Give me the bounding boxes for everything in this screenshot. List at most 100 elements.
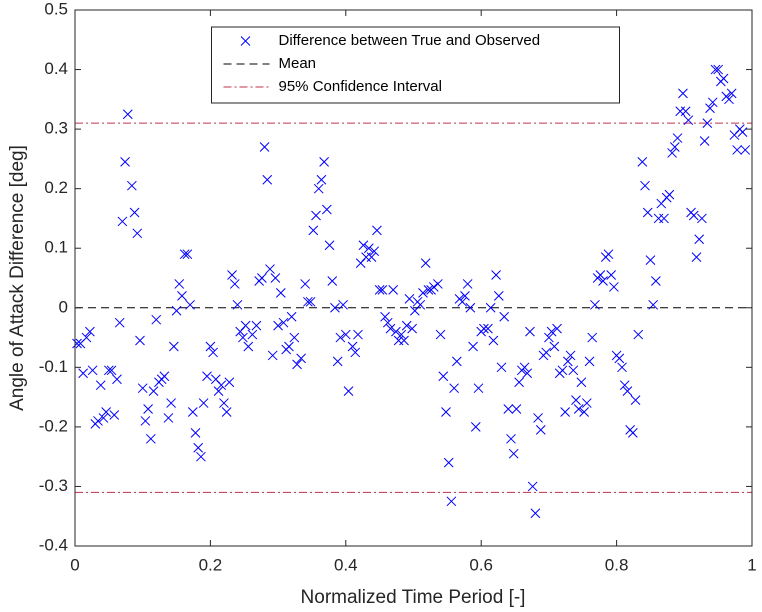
data-point: [321, 204, 332, 215]
data-point: [335, 332, 346, 343]
data-point: [724, 94, 734, 105]
y-tick-label: -0.2: [39, 416, 68, 435]
data-point: [565, 350, 576, 361]
axes-box: [74, 9, 753, 547]
data-point: [672, 133, 683, 143]
data-point: [202, 371, 212, 382]
data-point: [415, 299, 426, 310]
data-point: [533, 413, 543, 423]
data-point: [72, 338, 82, 349]
data-point: [358, 240, 369, 251]
data-point: [313, 183, 324, 194]
data-point: [640, 180, 650, 191]
data-point: [651, 276, 661, 286]
data-point: [667, 148, 677, 158]
data-point: [340, 329, 351, 340]
data-point: [353, 329, 363, 340]
data-point: [251, 320, 262, 331]
data-point: [493, 291, 504, 301]
data-point: [617, 362, 627, 373]
data-point: [205, 341, 216, 352]
x-tick-label: 0.6: [469, 555, 493, 574]
data-point: [286, 311, 297, 322]
data-point: [174, 279, 185, 289]
y-tick-label: 0.4: [44, 59, 68, 78]
data-point: [546, 326, 557, 337]
data-point: [691, 252, 702, 263]
data-point: [221, 407, 232, 417]
data-point: [377, 285, 388, 295]
data-point: [645, 255, 656, 265]
data-point: [143, 404, 153, 414]
data-point: [265, 264, 275, 274]
data-point: [707, 97, 718, 108]
x-tick-label: 0.8: [605, 555, 629, 574]
data-point: [473, 383, 484, 394]
data-point: [669, 142, 680, 152]
data-point: [683, 115, 694, 126]
data-point: [630, 395, 641, 405]
data-point: [190, 427, 201, 438]
x-tick-label: 0.4: [334, 555, 358, 574]
data-point: [642, 207, 653, 218]
data-point: [159, 371, 170, 382]
data-point: [462, 279, 473, 289]
y-tick-label: -0.1: [39, 357, 68, 376]
legend-label: Mean: [279, 55, 317, 72]
legend-marker: [240, 36, 251, 46]
data-point: [499, 311, 510, 322]
data-point: [418, 288, 428, 298]
data-point: [332, 356, 343, 367]
y-tick-label: 0.2: [44, 178, 68, 197]
data-point: [187, 407, 198, 417]
data-point: [404, 293, 415, 304]
data-point: [127, 180, 137, 191]
data-point: [137, 383, 148, 394]
data-point: [166, 398, 176, 408]
data-point: [633, 329, 644, 340]
data-point: [579, 407, 589, 417]
data-point: [140, 416, 151, 426]
data-point: [710, 64, 721, 75]
data-point: [270, 273, 281, 283]
data-point: [109, 410, 120, 420]
data-point: [627, 427, 638, 438]
data-point: [338, 299, 348, 310]
data-point: [289, 332, 300, 343]
data-point: [460, 291, 470, 301]
data-point: [208, 347, 218, 358]
data-point: [680, 106, 691, 117]
data-point: [530, 508, 541, 519]
data-point: [609, 282, 619, 292]
data-point: [563, 356, 573, 367]
data-point: [519, 362, 530, 373]
data-point: [308, 225, 319, 236]
data-point: [557, 365, 568, 376]
data-point: [101, 407, 111, 417]
data-point: [506, 433, 516, 444]
data-point: [595, 270, 606, 280]
data-point: [343, 386, 354, 397]
data-point: [470, 422, 481, 432]
data-point: [407, 323, 417, 334]
data-point: [219, 398, 229, 408]
data-point: [584, 356, 595, 367]
y-tick-label: -0.4: [39, 535, 68, 554]
data-point: [648, 299, 659, 310]
data-point: [171, 305, 182, 316]
data-point: [300, 279, 311, 289]
data-point: [259, 142, 270, 152]
data-point: [95, 380, 106, 391]
data-point: [496, 362, 507, 373]
data-point: [117, 216, 128, 227]
y-tick-label: 0.1: [44, 238, 68, 257]
data-point: [78, 368, 88, 379]
data-point: [305, 296, 316, 307]
data-point: [385, 323, 396, 334]
data-point: [549, 341, 560, 352]
data-point: [737, 127, 748, 137]
data-point: [508, 448, 519, 459]
data-point: [740, 145, 751, 155]
data-point: [688, 210, 699, 221]
legend-label: Difference between True and Observed: [279, 32, 541, 49]
